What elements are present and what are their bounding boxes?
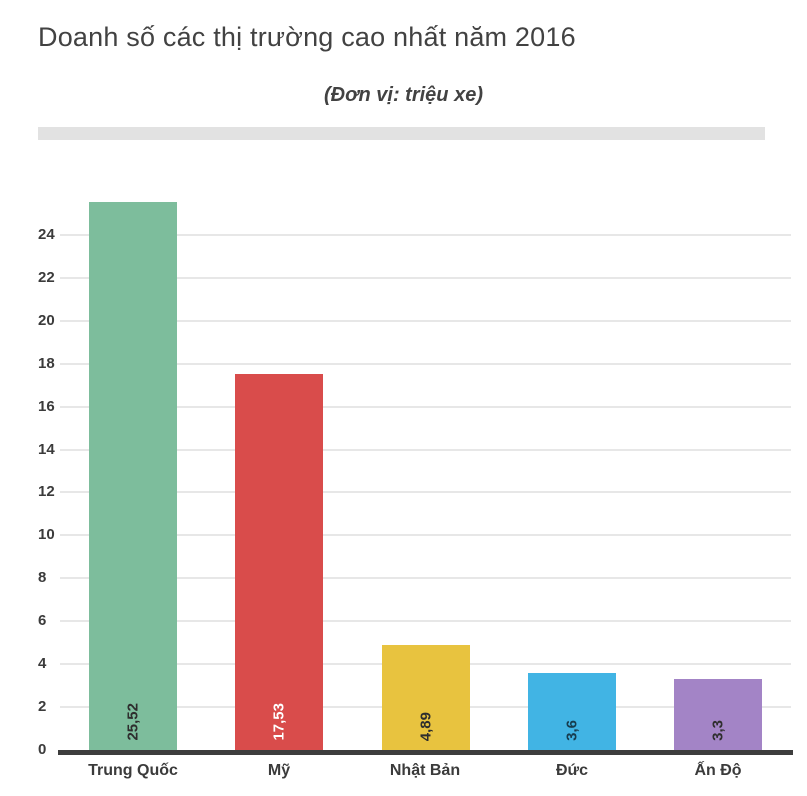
gridline (60, 448, 791, 451)
y-axis-tick-label: 22 (38, 268, 55, 286)
divider-bar (38, 127, 765, 140)
gridline (60, 233, 791, 236)
y-axis-tick-label: 20 (38, 311, 55, 329)
y-axis-tick-label: 16 (38, 397, 55, 415)
x-axis-category-label: Nhật Bản (389, 762, 461, 779)
y-axis-tick-label: 10 (38, 526, 55, 544)
y-axis-tick-label: 6 (38, 612, 47, 630)
gridline (60, 491, 791, 494)
x-axis-category-label: Đức (555, 762, 589, 779)
gridline (60, 276, 791, 279)
bar-value-label: 25,52 (124, 703, 142, 741)
y-axis-tick-label: 12 (38, 483, 55, 501)
y-axis-tick-label: 2 (38, 698, 47, 716)
gridline (60, 534, 791, 537)
gridline (60, 319, 791, 322)
y-axis-tick-label: 18 (38, 354, 55, 372)
y-axis-tick-label: 24 (38, 225, 55, 243)
gridline (60, 405, 791, 408)
bar-2: 17,53 (235, 374, 323, 750)
bar-4: 3,6 (528, 673, 616, 750)
bar-1: 25,52 (89, 202, 177, 750)
y-axis-tick-label: 14 (38, 440, 55, 458)
bar-value-label: 3,3 (709, 720, 727, 741)
bar-value-label: 17,53 (270, 703, 288, 741)
y-axis-tick-label: 0 (38, 741, 47, 758)
gridline (60, 577, 791, 580)
y-axis-tick-label: 8 (38, 569, 47, 587)
x-axis-category-label: Trung Quốc (88, 762, 178, 779)
chart-subtitle: (Đơn vị: triệu xe) (323, 84, 483, 106)
gridline (60, 620, 791, 623)
x-axis-labels: Trung Quốc Mỹ Nhật Bản Đức Ấn Độ (60, 760, 791, 784)
bar-3: 4,89 (382, 645, 470, 750)
gridline (60, 362, 791, 365)
bar-value-label: 4,89 (417, 711, 435, 741)
y-axis-tick-label: 4 (38, 655, 47, 673)
chart-title: Doanh số các thị trường cao nhất năm 201… (38, 22, 576, 52)
plot-area: 25,52 17,53 4,89 3,6 3,3 (60, 192, 791, 750)
x-axis-category-label: Ấn Độ (694, 762, 742, 779)
bar-5: 3,3 (674, 679, 762, 750)
bar-value-label: 3,6 (563, 720, 581, 741)
x-axis-line (58, 750, 793, 755)
x-axis-category-label: Mỹ (267, 762, 291, 779)
